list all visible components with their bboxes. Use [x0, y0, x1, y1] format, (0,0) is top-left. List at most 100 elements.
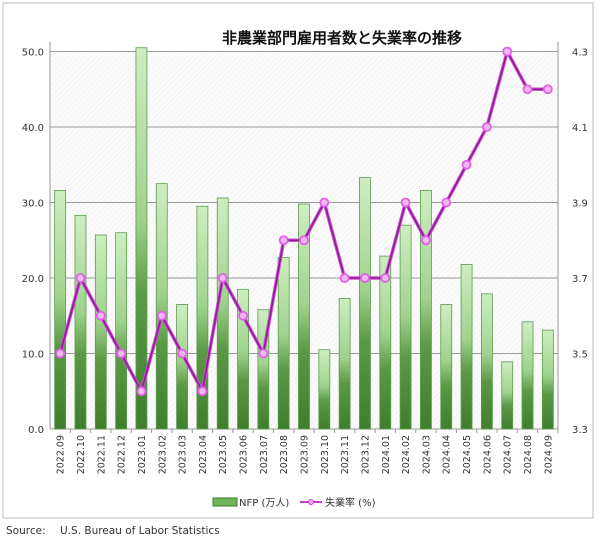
- x-tick-label: 2022.09: [56, 435, 67, 474]
- point-2023.12: [360, 273, 370, 283]
- bar-2024.03: [420, 190, 432, 430]
- point-2023.06: [238, 310, 248, 321]
- bar-2023.11: [338, 297, 351, 430]
- x-tick-label: 2023.05: [218, 435, 229, 474]
- legend: NFP (万人) 失業率 (%): [212, 496, 376, 509]
- x-tick-label: 2024.08: [523, 435, 534, 474]
- bar-2023.08: [277, 257, 290, 430]
- x-tick-label: 2022.10: [76, 435, 87, 474]
- x-tick-label: 2023.08: [279, 435, 290, 474]
- x-tick-label: 2024.09: [543, 435, 554, 474]
- bar-2023.03: [176, 304, 188, 430]
- x-tick-label: 2023.09: [300, 435, 311, 474]
- right-tick-label: 3.3: [572, 425, 588, 436]
- point-2022.12: [116, 348, 127, 359]
- bar-2024.05: [460, 264, 473, 430]
- right-tick-label: 3.9: [572, 199, 588, 210]
- point-2023.05: [217, 273, 228, 283]
- x-tick-label: 2024.03: [421, 435, 432, 474]
- x-tick-label: 2024.02: [401, 435, 412, 474]
- legend-marker: [308, 499, 314, 505]
- x-tick-label: 2023.07: [259, 435, 270, 474]
- point-2024.07: [502, 46, 513, 57]
- bar-2022.09: [54, 190, 67, 430]
- bar-2023.02: [155, 183, 168, 430]
- x-tick-label: 2023.03: [178, 435, 189, 474]
- legend-label-nfp: NFP (万人): [239, 497, 289, 509]
- x-tick-label: 2023.01: [137, 435, 148, 474]
- point-2023.01: [136, 386, 147, 397]
- bar-2023.06: [237, 288, 249, 430]
- point-2024.03: [421, 235, 431, 246]
- point-2024.02: [400, 197, 411, 208]
- left-tick-label: 30.0: [22, 199, 44, 210]
- point-2024.05: [461, 159, 472, 170]
- left-axis-ticks: 0.0 10.0 20.0 30.0 40.0 50.0: [22, 48, 44, 437]
- left-tick-label: 10.0: [22, 350, 44, 361]
- bar-2023.04: [196, 205, 209, 430]
- point-2022.09: [55, 348, 66, 359]
- bar-2024.01: [379, 255, 392, 430]
- x-tick-label: 2022.11: [96, 435, 107, 474]
- point-2023.04: [197, 386, 208, 397]
- bar-2022.12: [115, 232, 128, 430]
- x-tick-label: 2023.11: [340, 435, 351, 474]
- x-tick-label: 2024.05: [462, 435, 473, 474]
- bar-2024.02: [399, 224, 412, 430]
- point-2023.07: [258, 348, 269, 359]
- chart-title: 非農業部門雇用者数と失業率の推移: [222, 29, 462, 47]
- legend-swatch-nfp: [212, 497, 238, 507]
- bar-2024.08: [521, 321, 534, 430]
- bar-2023.10: [318, 349, 331, 430]
- bar-2024.06: [480, 293, 493, 430]
- bar-2023.01: [135, 47, 148, 430]
- right-tick-label: 3.7: [572, 274, 588, 285]
- point-2023.03: [177, 348, 187, 359]
- x-tick-label: 2024.01: [381, 435, 392, 474]
- bar-2023.09: [298, 203, 310, 430]
- bar-2023.05: [216, 197, 229, 430]
- source-text: U.S. Bureau of Labor Statistics: [60, 525, 220, 537]
- point-2022.11: [95, 310, 106, 321]
- x-tick-label: 2023.02: [157, 435, 168, 474]
- bar-2022.10: [74, 214, 87, 430]
- x-tick-label: 2023.10: [320, 435, 331, 474]
- left-tick-label: 50.0: [22, 48, 44, 59]
- bar-2023.12: [359, 177, 371, 430]
- point-2024.09: [542, 84, 553, 95]
- point-2024.06: [481, 122, 492, 132]
- point-2024.04: [441, 197, 452, 208]
- left-tick-label: 0.0: [28, 425, 44, 436]
- right-axis-ticks: 3.3 3.5 3.7 3.9 4.1 4.3: [572, 48, 588, 437]
- bar-2024.09: [541, 329, 554, 430]
- x-tick-label: 2023.06: [239, 435, 250, 474]
- x-tick-label: 2024.07: [503, 435, 514, 474]
- point-2023.02: [156, 310, 167, 321]
- point-2023.08: [278, 235, 289, 246]
- x-tick-label: 2024.04: [442, 435, 453, 474]
- point-2024.01: [380, 273, 391, 283]
- nfp-bars: [54, 47, 554, 430]
- bar-2024.07: [501, 361, 514, 430]
- point-2024.08: [522, 84, 533, 95]
- x-tick-label: 2022.12: [117, 435, 128, 474]
- right-tick-label: 4.3: [572, 48, 588, 59]
- right-tick-label: 3.5: [572, 350, 588, 361]
- left-tick-label: 20.0: [22, 274, 44, 285]
- legend-label-unemployment: 失業率 (%): [325, 496, 376, 509]
- x-tick-label: 2023.04: [198, 435, 209, 474]
- point-2022.10: [75, 273, 86, 283]
- left-tick-label: 40.0: [22, 123, 44, 134]
- bar-2022.11: [94, 234, 107, 430]
- point-2023.09: [299, 235, 309, 246]
- right-tick-label: 4.1: [572, 123, 588, 134]
- bar-2023.07: [257, 309, 270, 430]
- x-tick-label: 2024.06: [482, 435, 493, 474]
- bar-2024.04: [440, 304, 453, 430]
- point-2023.10: [319, 197, 330, 208]
- point-2023.11: [339, 273, 350, 283]
- x-axis-ticks: 2022.09 2022.10 2022.11 2022.12 2023.01 2023.…: [56, 429, 559, 474]
- unemployment-line: [55, 46, 553, 397]
- source-label: Source:: [6, 525, 46, 537]
